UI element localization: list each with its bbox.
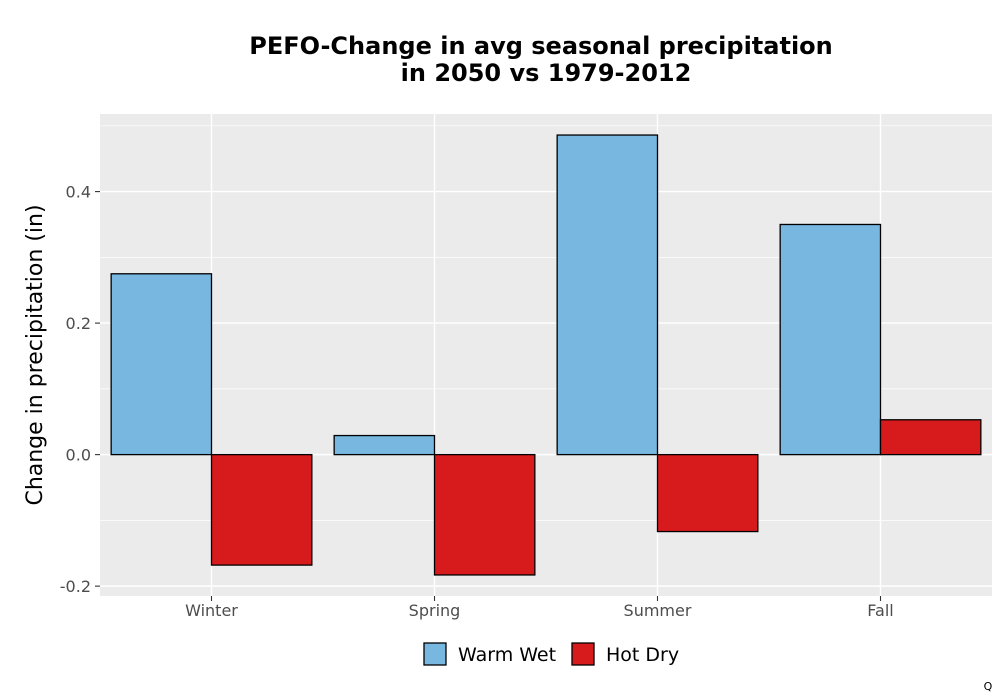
bar-hot-dry-spring: [433, 453, 536, 576]
legend: Warm Wet Hot Dry: [423, 642, 679, 666]
y-tick-label: 0.0: [66, 446, 91, 465]
x-tick-label: Spring: [409, 601, 461, 620]
legend-key-warm-wet: [423, 642, 447, 666]
bar-warm-wet-winter: [110, 273, 213, 456]
bar-hot-dry-fall: [879, 419, 982, 456]
y-axis-title: Change in precipitation (in): [23, 204, 48, 505]
bar-hot-dry-summer: [656, 453, 759, 533]
x-tick-label: Summer: [624, 601, 692, 620]
x-tick-label: Fall: [867, 601, 893, 620]
corner-mark: Q: [984, 680, 993, 693]
axes: -0.2 0.0 0.2 0.4 Winter Spring Summer Fall: [60, 183, 894, 620]
legend-key-hot-dry: [571, 642, 595, 666]
y-tick-label: 0.4: [66, 183, 91, 202]
y-tick-label: -0.2: [60, 577, 91, 596]
bars: [110, 134, 982, 576]
x-tick-label: Winter: [185, 601, 238, 620]
bar-warm-wet-spring: [333, 434, 436, 456]
chart-title-line-2: in 2050 vs 1979-2012: [401, 59, 692, 87]
legend-label-warm-wet: Warm Wet: [458, 644, 556, 666]
bar-warm-wet-summer: [556, 134, 659, 456]
bar-hot-dry-winter: [210, 453, 313, 566]
legend-label-hot-dry: Hot Dry: [606, 644, 679, 666]
y-tick-label: 0.2: [66, 314, 91, 333]
chart-title-line-1: PEFO-Change in avg seasonal precipitatio…: [249, 32, 833, 60]
bar-warm-wet-fall: [779, 223, 882, 456]
